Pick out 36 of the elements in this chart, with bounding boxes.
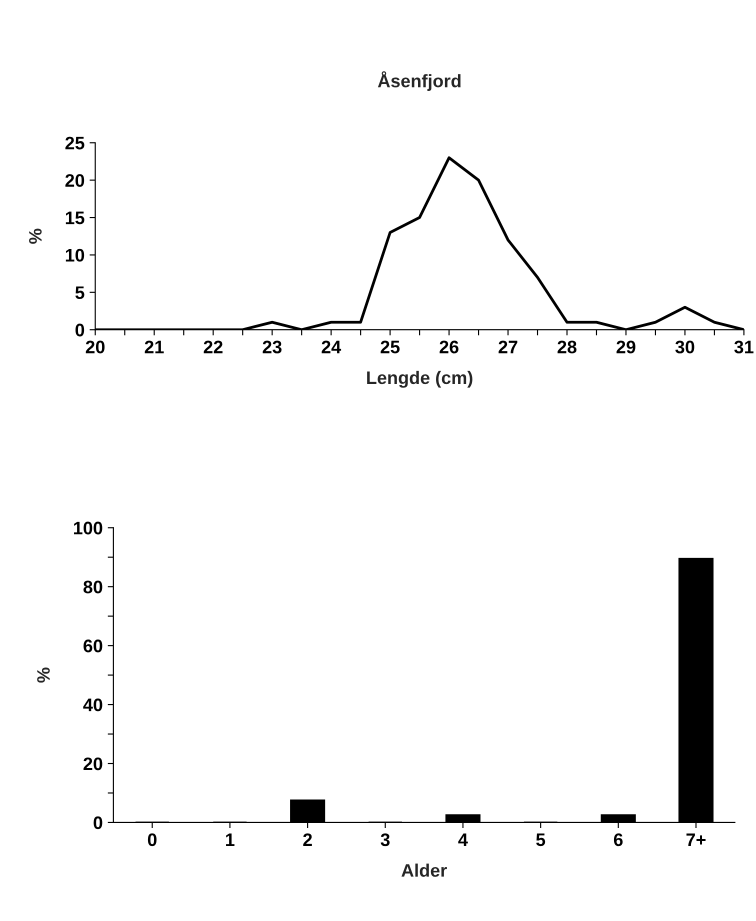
y-tick-label: 15 bbox=[66, 212, 84, 224]
y-tick-label: 100 bbox=[74, 522, 102, 534]
y-tick-label: 10 bbox=[66, 248, 84, 262]
x-tick-label: 31 bbox=[734, 340, 754, 354]
y-axis-title: % bbox=[29, 228, 42, 244]
y-tick-label: 5 bbox=[75, 286, 84, 300]
x-tick-label: 6 bbox=[614, 833, 623, 846]
y-tick-label: 20 bbox=[65, 174, 84, 187]
x-tick-label: 24 bbox=[322, 340, 342, 354]
x-tick-label: 25 bbox=[380, 340, 400, 354]
y-tick-label: 80 bbox=[83, 580, 102, 594]
x-tick-label: 5 bbox=[536, 834, 546, 846]
x-tick-label: 1 bbox=[226, 834, 234, 846]
y-tick-label: 0 bbox=[76, 324, 84, 336]
x-axis-title: Lengde (cm) bbox=[367, 370, 472, 388]
y-axis-title: % bbox=[37, 668, 50, 683]
y-tick-label: 20 bbox=[84, 757, 102, 770]
x-tick-label: 28 bbox=[558, 340, 576, 354]
x-tick-label: 3 bbox=[380, 833, 390, 846]
x-tick-label: 26 bbox=[440, 340, 458, 354]
x-tick-label: 22 bbox=[204, 340, 223, 354]
y-tick-label: 60 bbox=[84, 640, 102, 652]
x-tick-label: 29 bbox=[616, 340, 636, 354]
chart-title: Åsenfjord bbox=[378, 71, 461, 91]
x-axis-title: Alder bbox=[401, 864, 447, 877]
y-tick-label: 0 bbox=[94, 816, 102, 830]
x-tick-label: 4 bbox=[458, 834, 468, 846]
x-tick-label: 23 bbox=[262, 340, 282, 354]
y-tick-label: 25 bbox=[65, 136, 84, 150]
x-tick-label: 0 bbox=[148, 833, 157, 846]
x-tick-label: 7+ bbox=[686, 834, 706, 846]
x-tick-label: 30 bbox=[675, 340, 694, 354]
x-tick-label: 27 bbox=[498, 340, 518, 354]
x-tick-label: 2 bbox=[303, 833, 312, 846]
x-tick-label: 21 bbox=[144, 340, 164, 354]
y-tick-label: 40 bbox=[83, 698, 102, 712]
